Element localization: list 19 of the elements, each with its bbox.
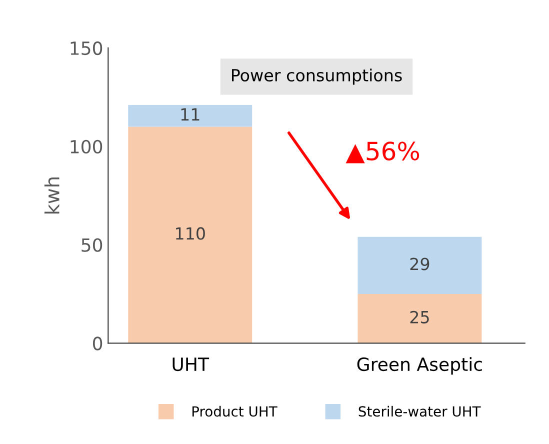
x-tick-label: Green Aseptic <box>357 357 482 375</box>
y-tick-label: 50 <box>82 238 102 252</box>
y-tick-label: 0 <box>92 336 102 350</box>
data-label: 25 <box>410 310 429 324</box>
bar <box>128 105 252 127</box>
data-label: 29 <box>410 258 430 270</box>
data-label: 110 <box>176 227 205 240</box>
bar <box>128 126 252 344</box>
legend-label: Sterile-water UHT <box>358 406 481 417</box>
text: Power consumptions <box>232 68 402 85</box>
y-tick-label: 100 <box>70 140 102 154</box>
x-tick-label: UHT <box>172 358 210 372</box>
y-tick-label: 150 <box>70 41 102 56</box>
legend-label: Product UHT <box>192 406 278 417</box>
data-label: 11 <box>181 108 200 120</box>
y-axis-title: kwh <box>44 177 60 214</box>
annotation: ▲56% <box>346 142 420 164</box>
bar <box>358 294 482 344</box>
bar <box>358 236 482 294</box>
